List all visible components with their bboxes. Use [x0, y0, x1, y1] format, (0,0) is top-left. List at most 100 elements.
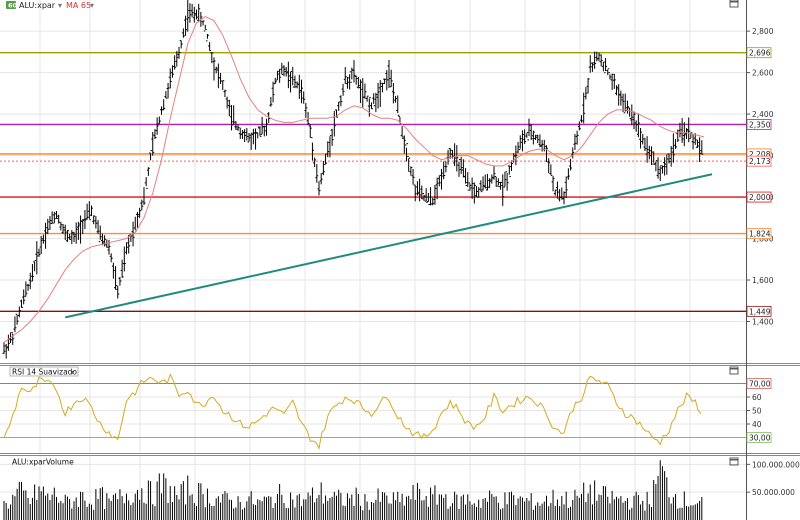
ohlc-bar — [647, 145, 651, 160]
ohlc-bar — [363, 83, 367, 99]
ohlc-bar — [520, 130, 524, 152]
ohlc-bar — [151, 131, 155, 156]
ohlc-bar — [188, 3, 192, 23]
ohlc-bar — [422, 193, 426, 201]
ohlc-bar — [564, 176, 568, 199]
ohlc-bar — [385, 70, 389, 91]
ohlc-bar — [424, 188, 428, 203]
dropdown-icon[interactable]: ▾ — [90, 1, 94, 10]
ohlc-bar — [164, 91, 168, 99]
y-tick-label: 2,800 — [752, 27, 774, 36]
ohlc-bar — [273, 77, 277, 85]
ohlc-bar — [142, 187, 146, 205]
ohlc-bar — [111, 262, 115, 279]
volume-header: ALU:xparVolume — [12, 458, 74, 467]
ohlc-bar — [599, 54, 603, 67]
ohlc-bar — [280, 62, 284, 76]
ohlc-bar — [308, 124, 312, 138]
ohlc-bar — [195, 9, 198, 20]
ohlc-bar — [667, 153, 671, 164]
ohlc-bar — [420, 185, 424, 200]
ohlc-bar — [531, 130, 535, 145]
ohlc-bar — [324, 153, 328, 166]
ohlc-bar — [94, 216, 98, 229]
ohlc-bar — [140, 199, 144, 211]
ohlc-bar — [374, 92, 378, 113]
ohlc-bar — [269, 96, 273, 107]
ohlc-bar — [488, 178, 492, 189]
price-maximize-icon[interactable] — [729, 0, 739, 8]
ohlc-bar — [81, 219, 85, 234]
level-tag — [746, 155, 772, 167]
y-tick-label: 50 — [752, 407, 762, 416]
ohlc-bar — [326, 141, 330, 158]
ohlc-bar — [630, 104, 634, 126]
ohlc-bar — [302, 91, 306, 104]
trendline[interactable] — [65, 173, 713, 319]
ohlc-bar — [350, 67, 354, 83]
ohlc-bar — [597, 52, 601, 62]
ohlc-bar — [481, 176, 485, 191]
volume-y-axis: 50.000.000 100.000.000 — [746, 460, 800, 497]
horizontal-levels — [0, 51, 746, 313]
ohlc-bar — [321, 161, 325, 176]
ma-label[interactable]: MA 65 — [66, 1, 91, 10]
ohlc-bar — [343, 67, 347, 85]
level-tag — [746, 119, 772, 130]
ohlc-bar — [682, 122, 686, 147]
ohlc-bar — [437, 175, 441, 187]
ohlc-bar — [184, 15, 188, 36]
ohlc-bar — [645, 136, 649, 163]
ohlc-bar — [402, 135, 406, 154]
ohlc-bar — [44, 222, 48, 249]
ohlc-bar — [586, 77, 590, 94]
ohlc-bar — [210, 52, 214, 64]
ohlc-bar — [92, 215, 96, 225]
level-tag-label: 2,350 — [749, 120, 771, 129]
ohlc-bar — [6, 334, 10, 351]
ohlc-bar — [687, 117, 691, 143]
ohlc-bar — [573, 133, 577, 150]
ohlc-bar — [83, 210, 87, 229]
volume-maximize-icon[interactable] — [729, 457, 739, 466]
ohlc-bar — [590, 62, 594, 72]
ohlc-bar — [507, 165, 511, 178]
ohlc-bar — [225, 96, 229, 109]
ohlc-bar — [243, 129, 247, 143]
ohlc-bar — [534, 134, 538, 141]
rsi-maximize-icon[interactable] — [729, 366, 739, 375]
ohlc-bar — [293, 75, 297, 89]
ohlc-bar — [652, 151, 656, 165]
ohlc-bar — [109, 253, 113, 263]
ohlc-bar — [341, 83, 345, 96]
ohlc-bar — [328, 135, 332, 158]
ohlc-bar — [15, 313, 19, 325]
ohlc-bar — [26, 283, 30, 291]
ohlc-bar — [22, 289, 26, 305]
level-tag — [746, 47, 772, 59]
ohlc-bar — [536, 134, 540, 144]
level-tag — [746, 432, 772, 443]
ohlc-bar — [665, 154, 669, 175]
ohlc-bar — [685, 128, 688, 139]
ohlc-bar — [457, 159, 461, 177]
dropdown-icon[interactable]: ▾ — [71, 369, 75, 377]
moving-average-line — [3, 16, 705, 343]
ohlc-bar — [448, 148, 452, 159]
dropdown-icon[interactable]: ▾ — [58, 1, 62, 10]
ohlc-bar — [245, 127, 249, 141]
ohlc-bar — [632, 111, 636, 130]
ohlc-bar — [580, 115, 583, 123]
ohlc-bar — [628, 107, 632, 119]
ohlc-bar — [431, 197, 435, 206]
ohlc-bar — [24, 281, 28, 297]
ohlc-bar — [30, 264, 34, 282]
rsi-title-box[interactable] — [9, 366, 79, 377]
ohlc-bar — [483, 174, 487, 189]
ohlc-bar — [411, 168, 415, 185]
ohlc-bar — [698, 137, 702, 163]
volume-bars — [3, 460, 703, 520]
ohlc-bar — [74, 222, 78, 244]
ohlc-bar — [157, 116, 161, 125]
symbol-label[interactable]: ALU:xpar — [19, 1, 56, 10]
